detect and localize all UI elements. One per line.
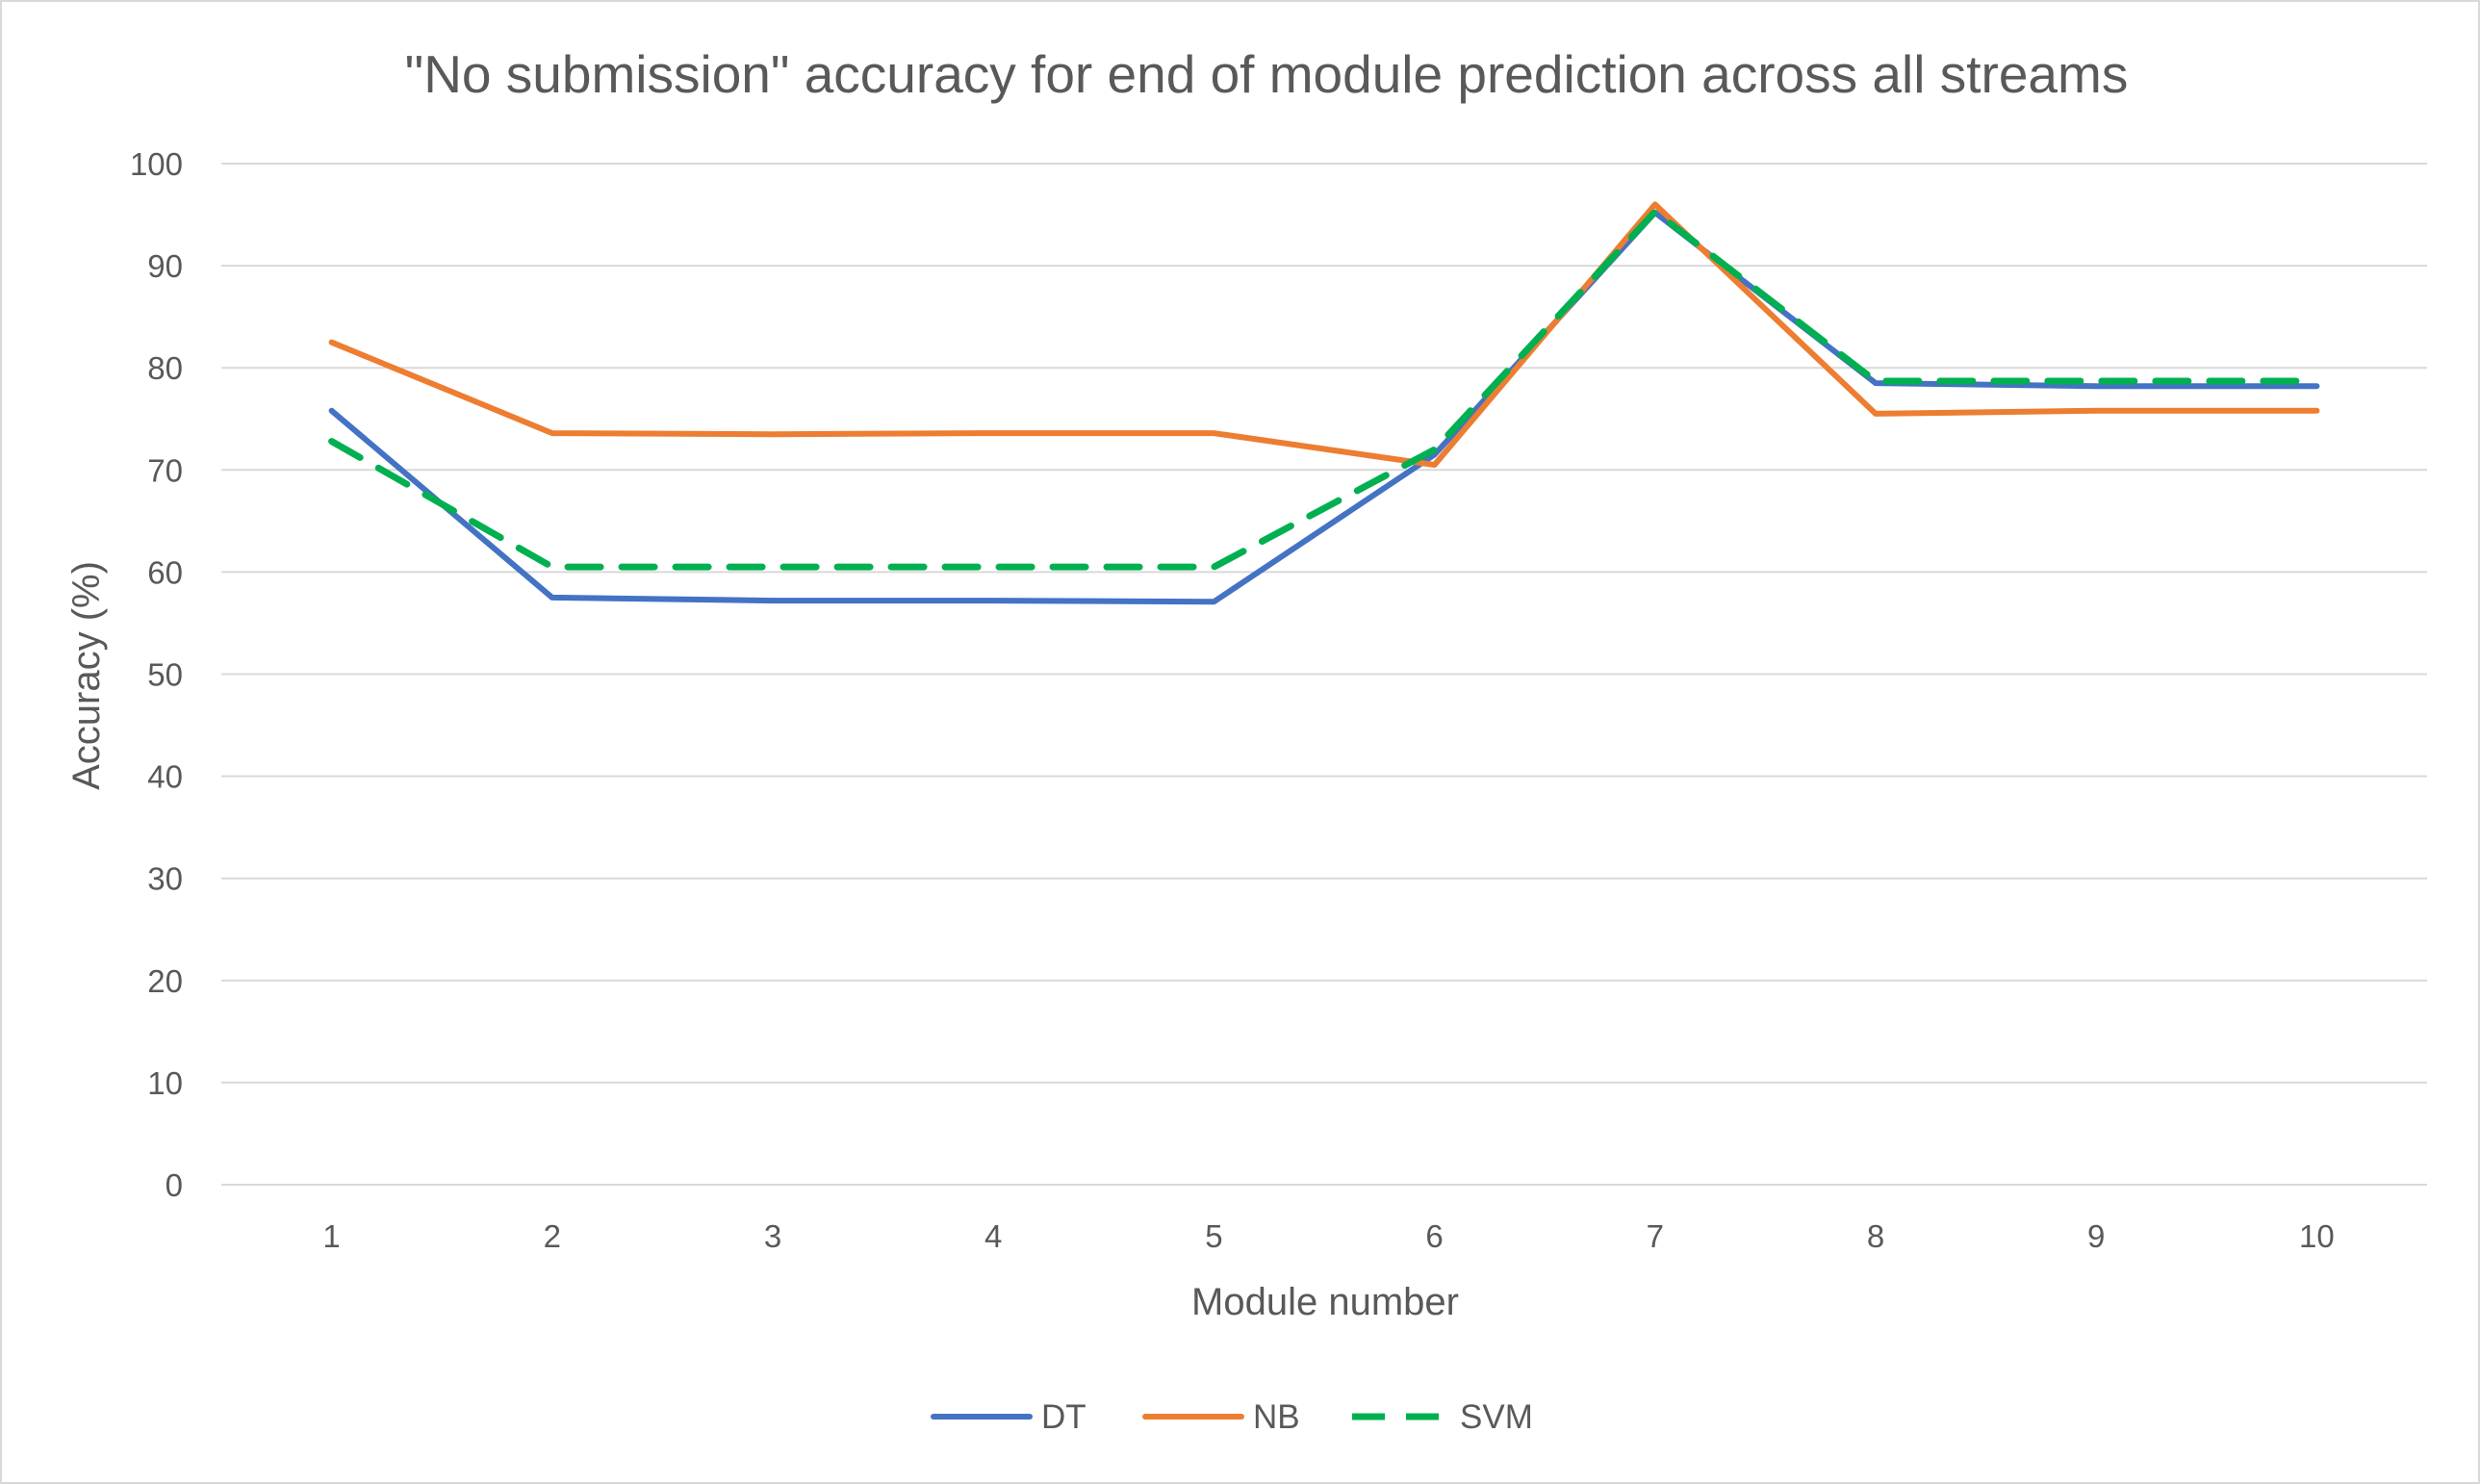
y-axis-title: Accuracy (%): [65, 561, 108, 790]
x-axis-title: Module number: [1191, 1281, 1459, 1323]
y-tick-label-30: 30: [147, 861, 183, 897]
x-tick-label-5: 5: [1205, 1218, 1222, 1254]
chart-title: "No submission" accuracy for end of modu…: [405, 44, 2129, 104]
x-tick-label-10: 10: [2299, 1218, 2335, 1254]
y-tick-label-80: 80: [147, 350, 183, 386]
y-tick-label-20: 20: [147, 963, 183, 999]
y-tick-label-40: 40: [147, 759, 183, 795]
series-line-dt: [328, 209, 2320, 605]
series-lines: [328, 201, 2320, 605]
legend-label-svm: SVM: [1460, 1398, 1533, 1436]
y-axis-ticks: 0 10 20 30 40 50 60 70 80 90 100: [130, 146, 183, 1203]
legend: DT NB SVM: [931, 1398, 1533, 1436]
y-tick-label-0: 0: [166, 1167, 183, 1203]
x-tick-label-9: 9: [2087, 1218, 2105, 1254]
y-tick-label-100: 100: [130, 146, 183, 182]
x-tick-label-1: 1: [322, 1218, 340, 1254]
y-tick-label-10: 10: [147, 1065, 183, 1101]
y-tick-label-60: 60: [147, 554, 183, 590]
series-line-svm: [328, 208, 2320, 571]
legend-label-dt: DT: [1041, 1398, 1087, 1436]
x-tick-label-4: 4: [984, 1218, 1002, 1254]
y-tick-label-90: 90: [147, 248, 183, 284]
y-tick-label-70: 70: [147, 452, 183, 488]
gridlines: [221, 163, 2427, 1186]
legend-label-nb: NB: [1253, 1398, 1300, 1436]
x-tick-label-3: 3: [764, 1218, 781, 1254]
x-tick-label-7: 7: [1647, 1218, 1664, 1254]
x-tick-label-6: 6: [1425, 1218, 1443, 1254]
x-axis-ticks: 1 2 3 4 5 6 7 8 9 10: [322, 1218, 2334, 1254]
series-line-nb: [328, 201, 2320, 468]
x-tick-label-8: 8: [1867, 1218, 1884, 1254]
x-tick-label-2: 2: [544, 1218, 561, 1254]
y-tick-label-50: 50: [147, 657, 183, 693]
